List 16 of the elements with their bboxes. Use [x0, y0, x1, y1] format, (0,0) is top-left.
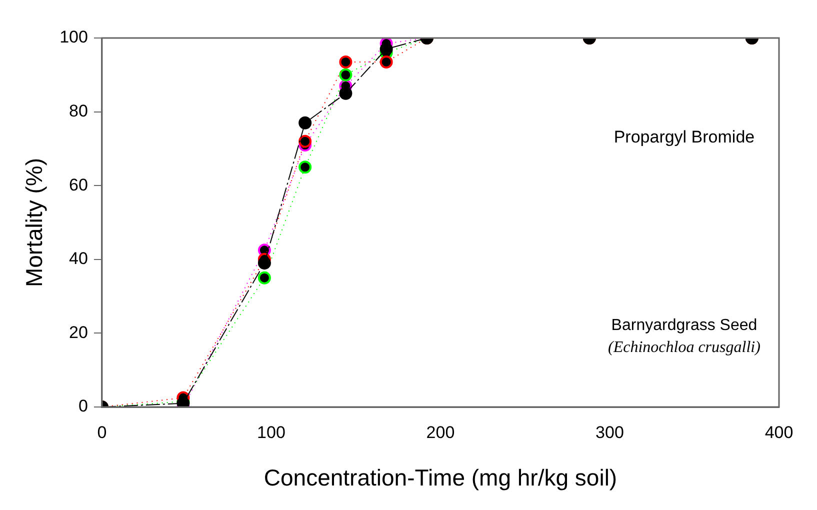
- annotation: Barnyardgrass Seed: [611, 317, 758, 334]
- x-axis-title: Concentration-Time (mg hr/kg soil): [264, 464, 618, 491]
- x-tick-label: 0: [97, 422, 107, 442]
- y-tick-label: 60: [69, 175, 88, 194]
- y-axis-title: Mortality (%): [21, 158, 48, 288]
- x-tick-label: 400: [764, 422, 794, 442]
- annotation: (Echinochloa crusgalli): [608, 339, 760, 356]
- x-tick-label: 300: [596, 422, 624, 442]
- y-tick-label: 20: [69, 322, 88, 342]
- y-tick-label: 0: [78, 396, 88, 416]
- y-tick-label: 100: [60, 28, 88, 47]
- y-tick-label: 40: [69, 249, 88, 268]
- x-tick-label: 200: [426, 422, 455, 442]
- x-tick-label: 100: [257, 422, 286, 442]
- annotation: Propargyl Bromide: [614, 127, 755, 146]
- y-tick-label: 80: [69, 101, 88, 120]
